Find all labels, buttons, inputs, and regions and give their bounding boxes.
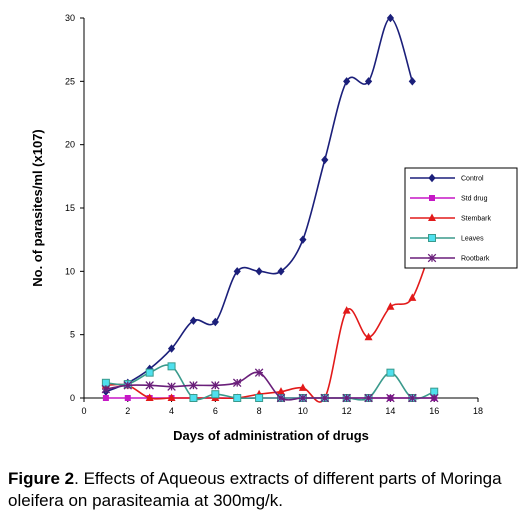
- data-point-rootbark: [364, 393, 373, 403]
- data-point-rootbark: [276, 393, 286, 403]
- legend-box: [404, 167, 518, 269]
- legend-marker-control: [428, 173, 436, 183]
- data-point-stembark: [145, 393, 154, 401]
- data-point-rootbark: [298, 393, 308, 403]
- data-point-rootbark: [386, 393, 395, 403]
- data-point-rootbark: [232, 378, 242, 388]
- series-line-stembark: [105, 238, 435, 403]
- data-point-control: [299, 235, 307, 244]
- data-point-leaves: [255, 394, 264, 402]
- legend-label-control: Control: [461, 176, 484, 183]
- data-point-stembark: [386, 302, 395, 310]
- y-tick-label: 10: [65, 266, 75, 276]
- x-tick-label: 14: [385, 406, 395, 416]
- legend-label-rootbark: Rootbark: [461, 256, 490, 263]
- x-tick-label: 6: [213, 406, 218, 416]
- data-point-leaves: [101, 378, 110, 387]
- series-layer: [101, 13, 439, 403]
- y-tick-label: 5: [70, 330, 75, 340]
- data-point-rootbark: [189, 381, 198, 390]
- x-tick-label: 2: [125, 406, 130, 416]
- data-point-std-drug: [102, 395, 109, 401]
- data-point-control: [277, 267, 285, 276]
- x-tick-label: 0: [81, 406, 86, 416]
- x-tick-label: 8: [257, 406, 262, 416]
- data-point-control: [343, 77, 351, 86]
- data-point-rootbark: [145, 381, 154, 390]
- x-tick-label: 16: [429, 406, 439, 416]
- x-tick-label: 18: [473, 406, 483, 416]
- data-point-leaves: [189, 394, 198, 402]
- data-point-control: [255, 267, 263, 276]
- series-line-control: [105, 17, 414, 393]
- data-point-rootbark: [429, 393, 439, 403]
- data-point-stembark: [408, 293, 417, 301]
- y-tick-label: 15: [65, 203, 75, 213]
- data-point-rootbark: [320, 393, 330, 403]
- data-point-stembark: [277, 387, 285, 395]
- data-point-control: [321, 155, 329, 165]
- data-point-leaves: [145, 368, 154, 377]
- data-point-rootbark: [254, 368, 264, 377]
- data-point-leaves: [233, 394, 242, 402]
- legend-marker-stembark: [428, 213, 436, 221]
- series-rootbark: [101, 368, 439, 403]
- data-point-rootbark: [342, 393, 351, 403]
- series-line-leaves: [105, 364, 435, 401]
- data-point-leaves: [386, 368, 395, 377]
- legend-label-leaves: Leaves: [461, 236, 484, 243]
- data-point-control: [189, 316, 198, 325]
- series-line-rootbark: [105, 371, 435, 401]
- x-tick-label: 10: [298, 406, 308, 416]
- legend-marker-std-drug: [429, 195, 435, 201]
- chart: 0 5 10 15 20 25 30 0 2 4 6 8 10 12 14 16 18 Control Std d…: [30, 13, 518, 443]
- data-point-rootbark: [211, 381, 220, 390]
- caption-text: . Effects of Aqueous extracts of differe…: [8, 469, 502, 510]
- y-tick-label: 25: [65, 76, 75, 86]
- data-point-rootbark: [167, 382, 176, 391]
- data-point-rootbark: [408, 393, 417, 403]
- data-point-stembark: [364, 332, 373, 341]
- data-point-control: [408, 77, 416, 86]
- legend-label-std-drug: Std drug: [461, 196, 488, 203]
- legend-marker-rootbark: [427, 253, 437, 263]
- data-point-rootbark: [123, 381, 133, 390]
- data-point-control: [167, 344, 176, 353]
- data-point-control: [364, 77, 373, 86]
- data-point-control: [386, 13, 395, 23]
- data-point-leaves: [167, 362, 176, 371]
- series-stembark: [101, 233, 439, 403]
- y-tick-label: 30: [65, 13, 75, 23]
- figure-caption: Figure 2. Effects of Aqueous extracts of…: [8, 468, 518, 512]
- data-point-leaves: [430, 387, 439, 396]
- y-tick-label: 0: [70, 393, 75, 403]
- legend-marker-leaves: [428, 234, 436, 242]
- x-tick-label: 4: [169, 406, 174, 416]
- y-tick-label: 20: [65, 140, 75, 150]
- y-axis-label: No. of parasites/ml (x107): [30, 129, 45, 287]
- data-point-leaves: [211, 390, 220, 399]
- data-point-stembark: [298, 383, 307, 391]
- data-point-std-drug: [124, 395, 131, 401]
- x-axis-label: Days of administration of drugs: [173, 428, 369, 443]
- legend-label-stembark: Stembark: [461, 216, 491, 223]
- data-point-rootbark: [101, 384, 111, 394]
- data-point-control: [233, 267, 241, 276]
- data-point-stembark: [342, 306, 351, 314]
- data-point-stembark: [167, 393, 176, 401]
- caption-label: Figure 2: [8, 469, 75, 488]
- legend: Control Std drug Stembark Leaves Rootbark: [404, 167, 518, 269]
- x-tick-label: 12: [342, 406, 352, 416]
- data-point-control: [211, 317, 219, 327]
